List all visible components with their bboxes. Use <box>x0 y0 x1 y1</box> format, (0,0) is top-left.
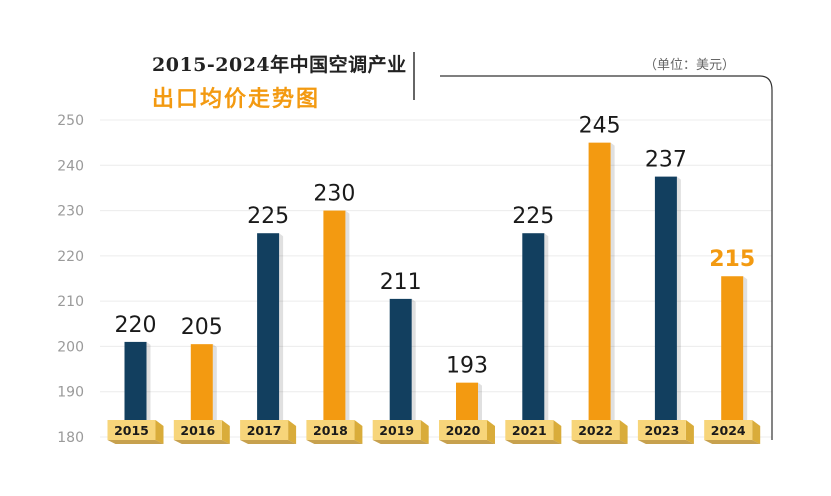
tag-side <box>420 420 429 444</box>
y-tick-label: 250 <box>57 113 84 129</box>
unit-label: （单位：美元） <box>644 58 736 73</box>
tag-front <box>571 420 620 440</box>
chart-title: 2015-2024年中国空调产业 出口均价走势图 <box>152 50 407 113</box>
bar-shadow <box>345 210 350 437</box>
category-label: 2017 <box>247 423 282 438</box>
tag-side <box>685 420 694 444</box>
value-label: 193 <box>446 354 488 379</box>
bar-shadow <box>146 341 151 437</box>
tag-bottom <box>637 440 694 444</box>
tag-front <box>704 420 753 440</box>
y-tick-label: 240 <box>57 158 84 174</box>
y-tick-label: 220 <box>57 249 84 265</box>
title-line-2: 出口均价走势图 <box>152 87 321 112</box>
value-label: 225 <box>247 204 289 229</box>
value-label: 237 <box>645 148 687 173</box>
tag-side <box>553 420 562 444</box>
tag-side <box>221 420 230 444</box>
value-label: 205 <box>181 315 223 340</box>
value-label: 220 <box>115 313 157 338</box>
bar <box>257 233 280 437</box>
value-label: 225 <box>512 204 554 229</box>
tag-front <box>439 420 487 440</box>
category-label: 2019 <box>379 423 414 438</box>
value-label: 211 <box>380 270 422 295</box>
tag-front <box>306 420 355 440</box>
bar <box>190 344 213 437</box>
y-tick-label: 200 <box>57 339 84 355</box>
bar-shadow <box>544 233 549 437</box>
bar <box>124 341 147 437</box>
y-tick-label: 190 <box>57 385 84 401</box>
category-label: 2024 <box>711 423 746 438</box>
tag-side <box>487 420 495 444</box>
tag-side <box>619 420 628 444</box>
bar <box>721 276 744 437</box>
y-axis-ticks: 180 190 200 210 220 230 240 250 <box>57 113 84 446</box>
tag-front <box>173 420 222 440</box>
tag-bottom <box>107 440 164 444</box>
value-label: 245 <box>579 114 621 139</box>
tag-bottom <box>240 440 297 444</box>
frame-line <box>440 75 773 440</box>
category-label: 2015 <box>114 423 149 438</box>
tag-front <box>637 420 686 440</box>
tag-side <box>354 420 363 444</box>
bar <box>389 298 412 437</box>
tag-side <box>752 420 761 444</box>
y-tick-label: 230 <box>57 204 84 220</box>
tag-bottom <box>173 440 230 444</box>
bar-shadow <box>212 344 217 437</box>
bar <box>654 176 677 437</box>
tag-bottom <box>571 440 628 444</box>
bar-shadow <box>279 233 284 437</box>
bar-shadow <box>676 176 681 437</box>
tag-bottom <box>505 440 562 444</box>
tag-side <box>288 420 297 444</box>
bar <box>588 142 611 437</box>
category-label: 2018 <box>313 423 348 438</box>
category-label: 2023 <box>645 423 680 438</box>
bar-shadow <box>610 142 615 437</box>
bar <box>323 210 346 437</box>
bar-shadow <box>411 298 416 437</box>
y-tick-label: 210 <box>57 294 84 310</box>
title-line-1: 2015-2024年中国空调产业 <box>152 54 407 76</box>
tag-front <box>505 420 554 440</box>
category-tags: 2015 2016 2017 2018 2019 2020 2021 2022 2023 2024 <box>107 420 761 444</box>
tag-bottom <box>372 440 429 444</box>
tag-bottom <box>306 440 363 444</box>
bar <box>522 233 545 437</box>
value-label: 230 <box>313 182 355 207</box>
tag-front <box>107 420 156 440</box>
category-label: 2021 <box>512 423 547 438</box>
category-label: 2022 <box>578 423 613 438</box>
tag-side <box>155 420 164 444</box>
tag-bottom <box>704 440 761 444</box>
y-tick-label: 180 <box>57 430 84 446</box>
tag-front <box>372 420 421 440</box>
bar-shadow <box>743 276 748 437</box>
bars <box>124 142 748 437</box>
category-label: 2020 <box>446 423 481 438</box>
tag-bottom <box>439 440 495 444</box>
value-label: 215 <box>709 247 755 272</box>
tag-front <box>240 420 289 440</box>
category-label: 2016 <box>180 423 215 438</box>
value-labels: 220 205 225 230 211 193 225 245 237 215 <box>115 114 756 379</box>
